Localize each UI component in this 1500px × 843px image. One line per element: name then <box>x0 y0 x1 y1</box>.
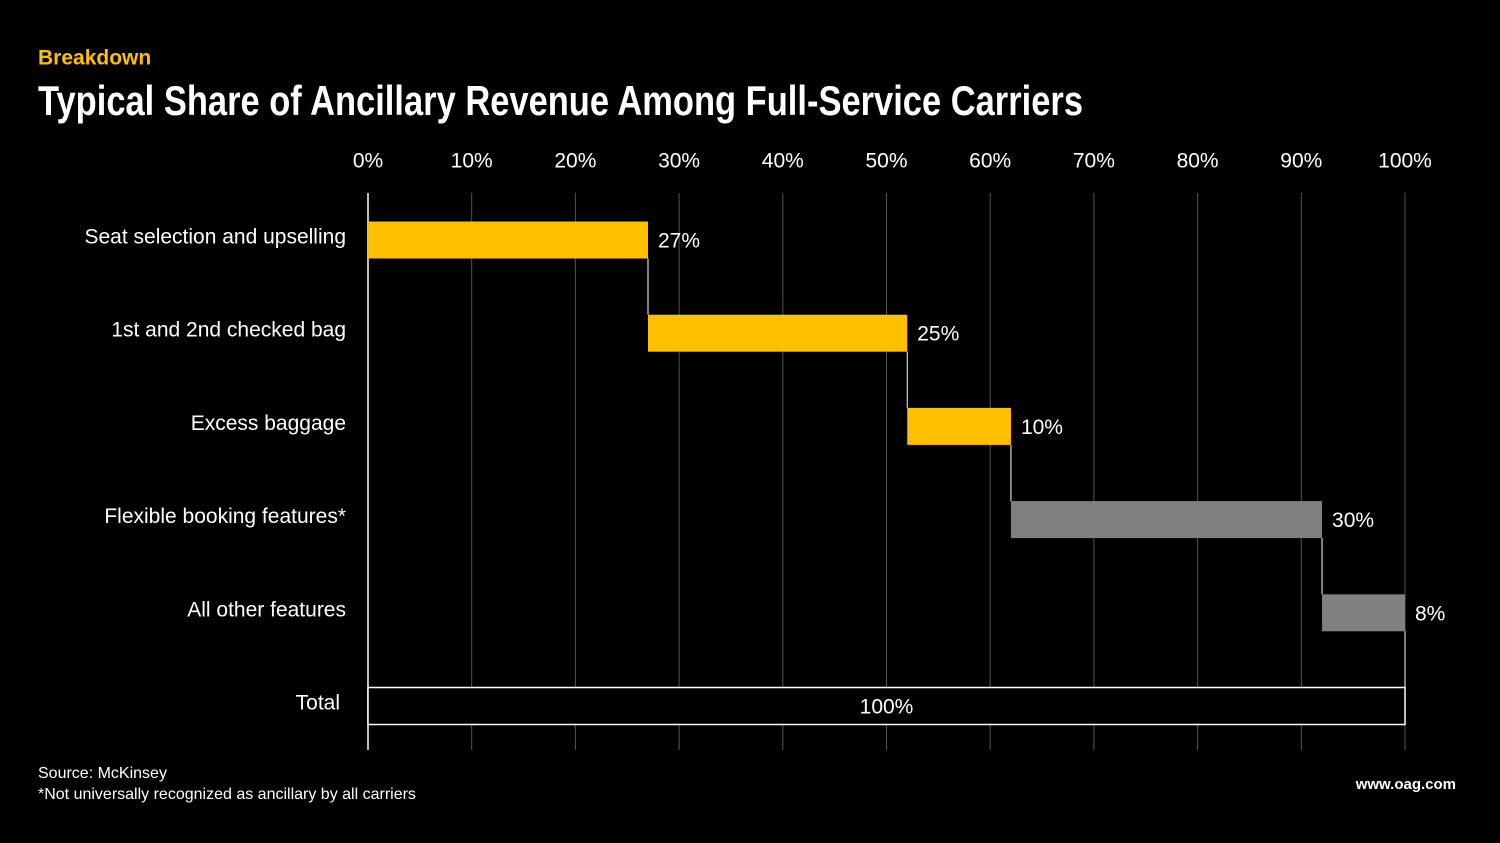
bar <box>1010 501 1323 539</box>
bar <box>907 407 1011 445</box>
footnote: *Not universally recognized as ancillary… <box>38 786 416 803</box>
x-tick-label: 60% <box>969 150 1011 173</box>
value-label: 10% <box>1021 416 1063 439</box>
x-tick-label: 30% <box>658 150 700 173</box>
bar <box>368 221 648 259</box>
value-label: 30% <box>1332 509 1374 532</box>
chart-title: Typical Share of Ancillary Revenue Among… <box>38 77 1083 124</box>
x-tick-label: 0% <box>353 150 383 173</box>
bar <box>647 314 908 352</box>
value-label: 25% <box>917 323 959 346</box>
x-tick-label: 70% <box>1073 150 1115 173</box>
total-bar <box>367 686 1406 726</box>
x-tick-label: 20% <box>554 150 596 173</box>
value-label: 100% <box>860 696 914 719</box>
category-label: Seat selection and upselling <box>84 226 346 249</box>
category-label: Flexible booking features* <box>104 505 346 528</box>
x-tick-label: 50% <box>865 150 907 173</box>
category-label: 1st and 2nd checked bag <box>111 319 346 342</box>
x-tick-label: 100% <box>1378 150 1432 173</box>
value-label: 8% <box>1415 602 1445 625</box>
category-label: Excess baggage <box>191 412 346 435</box>
value-label: 27% <box>658 230 700 253</box>
category-label: All other features <box>187 598 346 621</box>
website: www.oag.com <box>1355 776 1456 793</box>
x-tick-label: 80% <box>1177 150 1219 173</box>
chart-subtitle: Breakdown <box>38 47 151 70</box>
category-label: Total <box>296 692 340 715</box>
x-tick-label: 10% <box>451 150 493 173</box>
bar <box>1322 594 1405 632</box>
x-tick-label: 90% <box>1280 150 1322 173</box>
source-note: Source: McKinsey <box>38 765 167 782</box>
x-tick-label: 40% <box>762 150 804 173</box>
